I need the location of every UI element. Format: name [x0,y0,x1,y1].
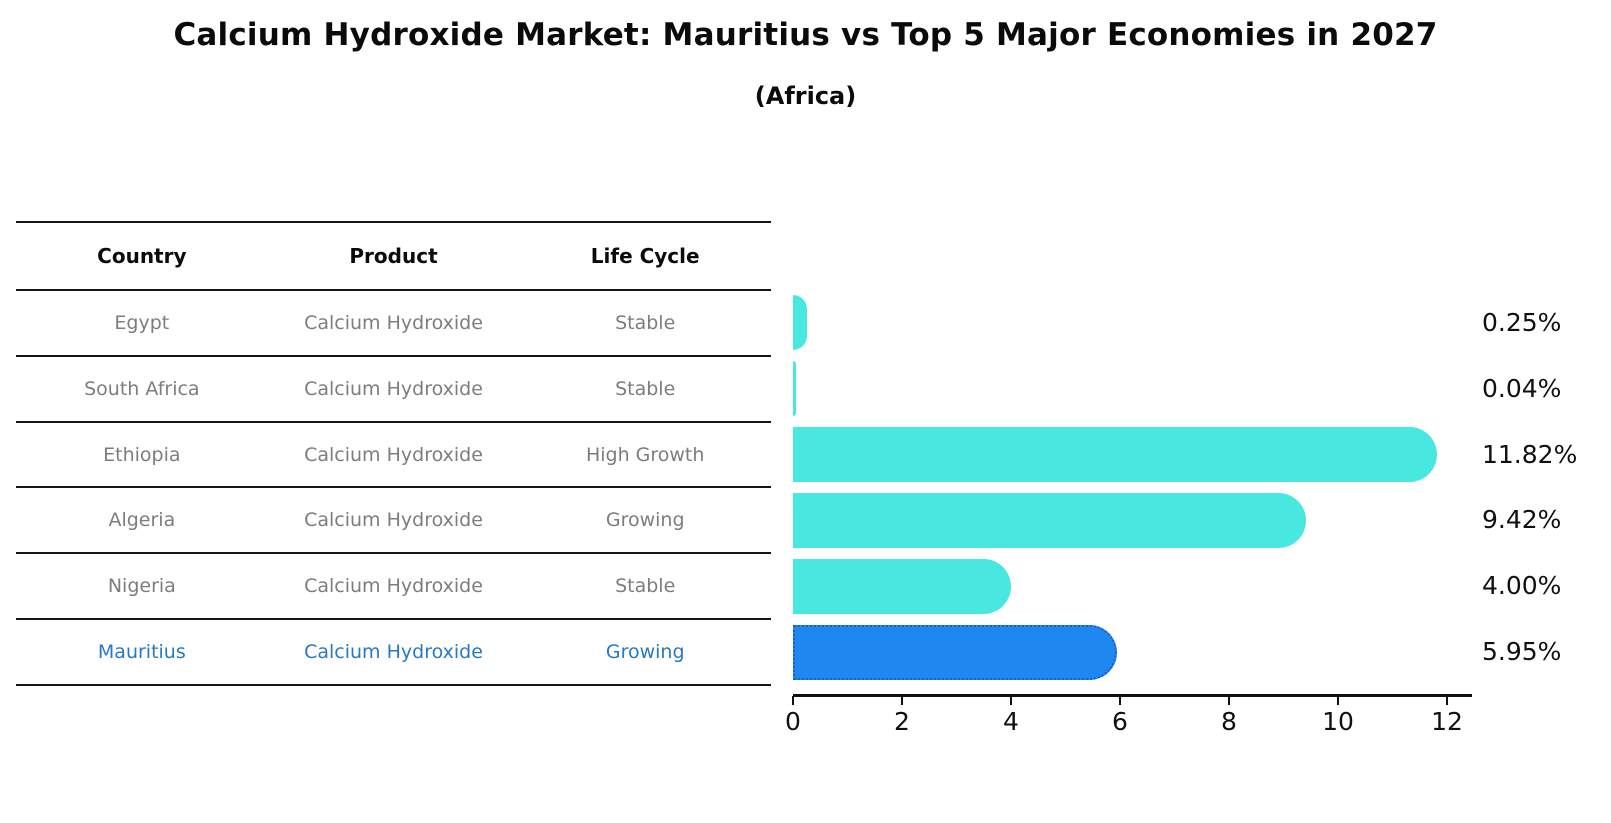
cell-life-cycle: High Growth [585,443,705,466]
table-rule [16,289,771,291]
table-rule [16,486,771,489]
bar-value-label: 11.82% [1482,439,1578,469]
cell-life-cycle: Growing [605,641,685,664]
table-row: South Africa Calcium Hydroxide Stable [16,356,771,422]
cell-product: Calcium Hydroxide [304,377,483,400]
cell-product: Calcium Hydroxide [304,311,483,334]
x-axis-tick [792,696,795,705]
x-axis-line [793,694,1472,697]
bar-value-label: 0.04% [1482,373,1562,403]
x-axis-tick [1337,696,1340,705]
cell-life-cycle: Stable [615,311,676,334]
page-subtitle: (Africa) [754,82,857,110]
x-axis-tick-label: 8 [1221,707,1237,736]
cell-country: Nigeria [107,575,176,598]
table-row: Algeria Calcium Hydroxide Growing [16,487,771,553]
table-row: Egypt Calcium Hydroxide Stable [16,290,771,356]
x-axis-tick-label: 6 [1112,707,1128,736]
x-axis-tick-label: 12 [1431,707,1463,736]
cell-life-cycle: Stable [615,377,676,400]
table-rule [16,420,771,423]
cell-product: Calcium Hydroxide [304,575,483,598]
x-axis-tick-label: 0 [785,707,801,736]
cell-country: Egypt [114,311,170,334]
bar-value-label: 4.00% [1482,571,1562,601]
x-axis-tick [1119,696,1122,705]
x-axis-tick [901,696,904,705]
column-header-life-cycle: Life Cycle [590,244,700,268]
table-row: Nigeria Calcium Hydroxide Stable [16,553,771,619]
cell-product: Calcium Hydroxide [304,509,483,532]
cell-life-cycle: Stable [615,575,676,598]
chart-bar-ethiopia [793,427,1438,483]
chart-bar-egypt [793,295,807,351]
x-axis-tick-label: 4 [1003,707,1019,736]
chart-bar-south-africa [793,361,796,417]
table-row: Ethiopia Calcium Hydroxide High Growth [16,422,771,488]
cell-life-cycle: Growing [605,509,685,532]
bar-value-label: 0.25% [1482,307,1562,337]
cell-country: Algeria [108,509,176,532]
chart-bar-mauritius [793,624,1118,680]
bar-value-label: 9.42% [1482,505,1562,535]
table-row: Mauritius Calcium Hydroxide Growing [16,619,771,685]
table-rule [16,221,771,223]
chart-bar-nigeria [793,558,1011,614]
table-rule [16,618,771,621]
table-rule [16,552,771,555]
table-header-row: Country Product Life Cycle [16,222,771,290]
table-rule [16,683,771,686]
page-title: Calcium Hydroxide Market: Mauritius vs T… [173,17,1438,53]
cell-country: Mauritius [97,641,186,664]
x-axis-tick [1228,696,1231,705]
cell-country: Ethiopia [103,443,181,466]
column-header-country: Country [97,244,187,268]
x-axis-tick-label: 10 [1322,707,1354,736]
bar-value-label: 5.95% [1482,637,1562,667]
column-header-product: Product [349,244,438,268]
cell-product: Calcium Hydroxide [304,443,483,466]
chart-bar-algeria [793,492,1307,548]
x-axis-tick-label: 2 [894,707,910,736]
x-axis-tick [1010,696,1013,705]
cell-country: South Africa [84,377,200,400]
table-rule [16,354,771,357]
cell-product: Calcium Hydroxide [304,641,483,664]
x-axis-tick [1446,696,1449,705]
